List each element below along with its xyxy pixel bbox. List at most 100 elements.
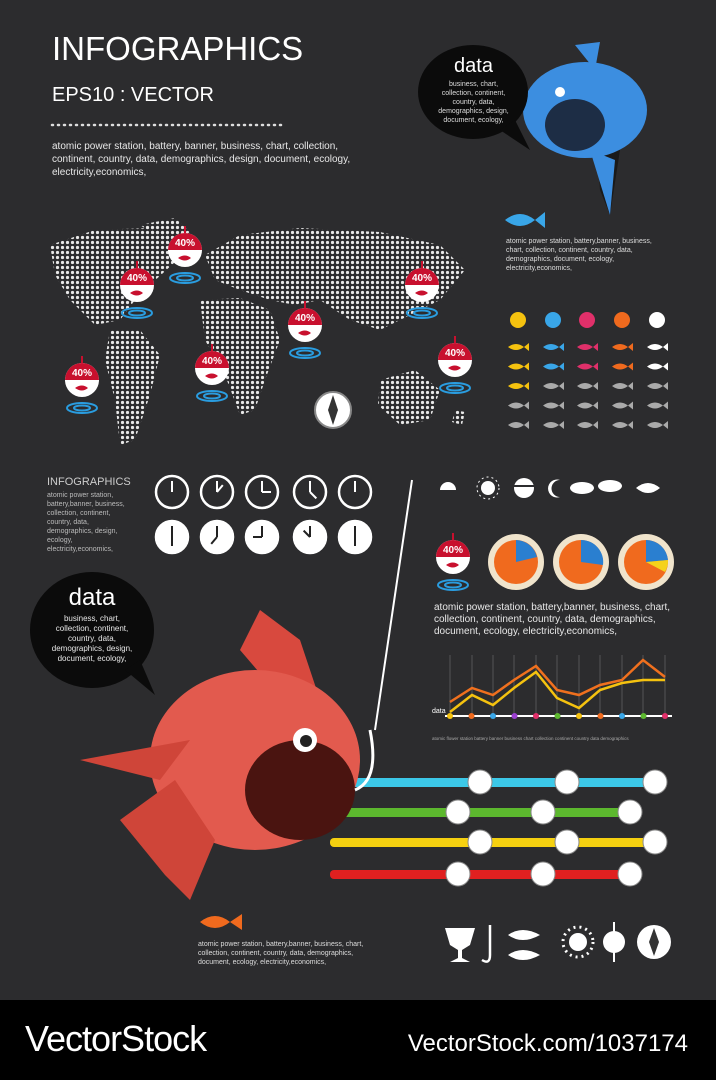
axis-text: atomic flower station battery banner bus… [432, 736, 629, 741]
marker-label: 40% [295, 313, 315, 324]
footer-url: VectorStock.com/1037174 [407, 1030, 688, 1057]
fish-icon [508, 382, 529, 390]
description: atomic power station, battery, banner, b… [52, 141, 351, 178]
float-marker: 40% [168, 226, 202, 284]
bubble-title: data [68, 584, 116, 611]
fish [448, 365, 461, 371]
ring [176, 274, 194, 282]
clock [337, 474, 373, 510]
float-marker: 40% [195, 344, 229, 402]
float-top [438, 343, 472, 360]
fish-icon [508, 343, 529, 351]
ring [413, 309, 431, 317]
fish [178, 255, 191, 261]
speech-bubble [30, 572, 154, 688]
weather-icon [649, 312, 665, 328]
axis-dot [554, 713, 561, 719]
bottom-caption: atomic power station, battery,banner, bu… [198, 941, 364, 966]
fish [415, 290, 428, 296]
clock-hand [216, 484, 224, 493]
float-top [168, 233, 202, 250]
clock [292, 474, 328, 510]
fish-icon [508, 401, 529, 410]
axis-dot [576, 713, 582, 719]
float-top [288, 308, 322, 325]
fish-icon [577, 362, 598, 371]
axis-dot [619, 713, 625, 719]
float-marker: 40% [405, 261, 439, 319]
clock [199, 474, 235, 510]
ring [169, 272, 201, 284]
clock-hand [309, 491, 318, 500]
ring [437, 579, 469, 591]
ring [289, 347, 321, 359]
footer-bar [0, 1000, 716, 1080]
marker-label: 40% [72, 368, 92, 379]
clocks [154, 474, 373, 555]
marker-label: 40% [127, 273, 147, 284]
axis-dot [511, 713, 518, 719]
fish-icon [647, 382, 668, 390]
float-marker: 40% [65, 356, 99, 414]
side-text: atomic power station, battery,banner, bu… [47, 492, 125, 553]
icon-row [445, 922, 671, 963]
bubble-tail [500, 120, 530, 150]
ring [444, 581, 462, 589]
bubble-text: business, chart, collection, continent, … [51, 614, 133, 663]
float-top [436, 540, 470, 557]
fish-icon [543, 421, 564, 429]
clock [244, 474, 280, 510]
float-top [405, 268, 439, 285]
float-marker: 40% [288, 301, 322, 359]
axis-dot [468, 713, 475, 719]
fish-icon [577, 382, 598, 390]
side-title: INFOGRAPHICS [47, 476, 131, 488]
fish-icon [543, 382, 564, 390]
fish-icon [577, 421, 598, 429]
fish-icon [647, 362, 668, 371]
bar-lines [330, 769, 668, 887]
float-top [120, 268, 154, 285]
fish-icon [508, 362, 529, 371]
float-marker: 40% [438, 336, 472, 394]
weather-row [432, 476, 660, 500]
weather-icon [545, 312, 561, 328]
bubble-tail [125, 660, 155, 695]
marker-label: 40% [175, 238, 195, 249]
ring [296, 349, 314, 357]
fish-icon [612, 343, 633, 351]
clock-hand [210, 536, 218, 545]
fish [75, 385, 88, 391]
clock [154, 474, 190, 510]
axis-dot [533, 713, 539, 719]
ring [406, 307, 438, 319]
ring [439, 382, 471, 394]
float-top [195, 351, 229, 368]
fish-icon [612, 362, 633, 371]
line-chart-label: data [432, 708, 446, 715]
bubble-text: business, chart, collection, continent, … [438, 81, 509, 124]
marker-label: 40% [445, 348, 465, 359]
fish-icon [200, 914, 242, 930]
ring [66, 402, 98, 414]
fishing-line [374, 479, 413, 731]
speech-bubble [418, 45, 528, 139]
world-map [50, 218, 465, 445]
axis-dot [447, 713, 453, 719]
fish-icon [543, 362, 564, 371]
fish-icon [505, 212, 545, 228]
axis-dot [640, 713, 647, 719]
ring [128, 309, 146, 317]
ring [121, 307, 153, 319]
chart-caption: atomic power station, battery,banner, bu… [434, 602, 671, 637]
float-marker: 40% [120, 261, 154, 319]
title: INFOGRAPHICS [52, 30, 304, 67]
blue-fish [523, 42, 647, 215]
weather-icon [510, 312, 526, 328]
pie-charts [488, 534, 674, 590]
axis-dot [597, 713, 604, 719]
fish-icon [577, 343, 598, 351]
marker-label: 40% [412, 273, 432, 284]
axis-dot [490, 713, 496, 719]
